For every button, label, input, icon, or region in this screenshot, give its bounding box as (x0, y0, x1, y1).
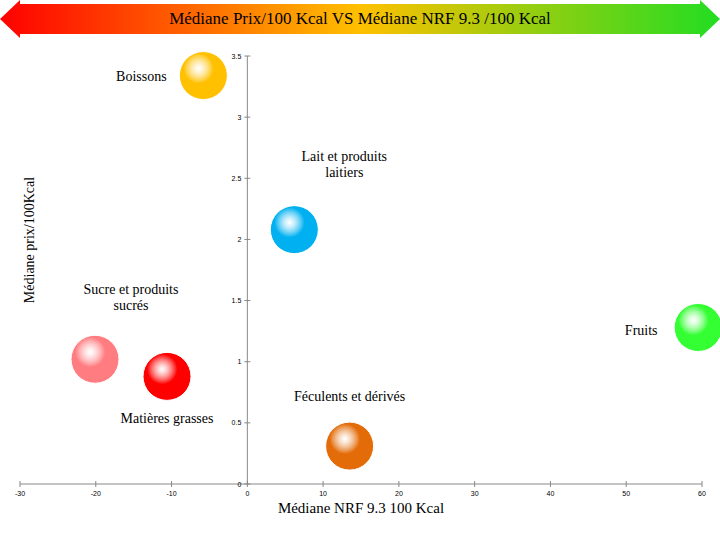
point-label: Boissons (116, 69, 167, 84)
x-tick (474, 481, 475, 487)
x-tick (702, 481, 703, 487)
y-tick-label: 0.5 (232, 419, 242, 426)
y-tick (244, 300, 250, 301)
x-tick (323, 481, 324, 487)
x-axis-line (20, 484, 702, 485)
y-tick (244, 178, 250, 179)
y-tick (244, 361, 250, 362)
x-tick-label: 60 (698, 490, 706, 497)
x-tick-label: 50 (622, 490, 630, 497)
y-tick-label: 2.5 (232, 175, 242, 182)
y-tick-label: 3.5 (232, 53, 242, 60)
x-tick-label: -10 (166, 490, 176, 497)
y-tick-label: 2 (237, 236, 241, 243)
point-label: Féculents et dérivés (294, 389, 405, 404)
point-label-line: Sucre et produits (84, 282, 179, 297)
bubble (674, 303, 720, 351)
bubble (326, 422, 374, 470)
y-tick (244, 56, 250, 57)
point-label-line: Féculents et dérivés (294, 389, 405, 404)
point-label-line: Matières grasses (121, 411, 214, 426)
point-label-line: Boissons (116, 69, 167, 84)
x-axis-label: Médiane NRF 9.3 100 Kcal (278, 500, 444, 516)
x-tick-label: 30 (471, 490, 479, 497)
bubble (179, 52, 227, 100)
y-tick-label: 3 (237, 114, 241, 121)
y-tick (244, 239, 250, 240)
y-tick-label: 1.5 (232, 297, 242, 304)
points-group (71, 52, 720, 471)
bubble (71, 335, 119, 383)
point-label-line: laitiers (325, 165, 363, 180)
point-label-line: sucrés (114, 298, 149, 313)
y-tick (244, 117, 250, 118)
x-tick-label: -20 (91, 490, 101, 497)
x-tick-label: -30 (15, 490, 25, 497)
y-axis-line (247, 56, 248, 484)
x-tick (171, 481, 172, 487)
y-tick-label: 0 (237, 481, 241, 488)
y-tick-label: 1 (237, 358, 241, 365)
x-tick-label: 40 (547, 490, 555, 497)
point-label: Sucre et produitssucrés (84, 282, 179, 313)
point-label-line: Lait et produits (302, 149, 388, 164)
title: Médiane Prix/100 Kcal VS Médiane NRF 9.3… (169, 9, 551, 28)
y-tick (244, 484, 250, 485)
point-label: Fruits (625, 323, 658, 338)
x-tick (398, 481, 399, 487)
chart-container: Médiane Prix/100 Kcal VS Médiane NRF 9.3… (0, 0, 720, 540)
title-arrow (0, 0, 720, 38)
bubble (143, 352, 191, 400)
x-tick-label: 20 (395, 490, 403, 497)
labels-group: Boissons Lait et produitslaitiers Sucre et… (84, 69, 658, 427)
x-tick (20, 481, 21, 487)
x-tick-label: 0 (245, 490, 249, 497)
chart-svg: Médiane Prix/100 Kcal VS Médiane NRF 9.3… (0, 0, 720, 540)
x-tick (550, 481, 551, 487)
point-label: Matières grasses (121, 411, 214, 426)
point-label-line: Fruits (625, 323, 658, 338)
x-tick (626, 481, 627, 487)
point-label: Lait et produitslaitiers (302, 149, 388, 180)
x-tick-label: 10 (319, 490, 327, 497)
x-tick (95, 481, 96, 487)
bubble (270, 206, 318, 254)
y-tick (244, 422, 250, 423)
y-axis-label: Médiane prix/100Kcal (22, 177, 37, 303)
